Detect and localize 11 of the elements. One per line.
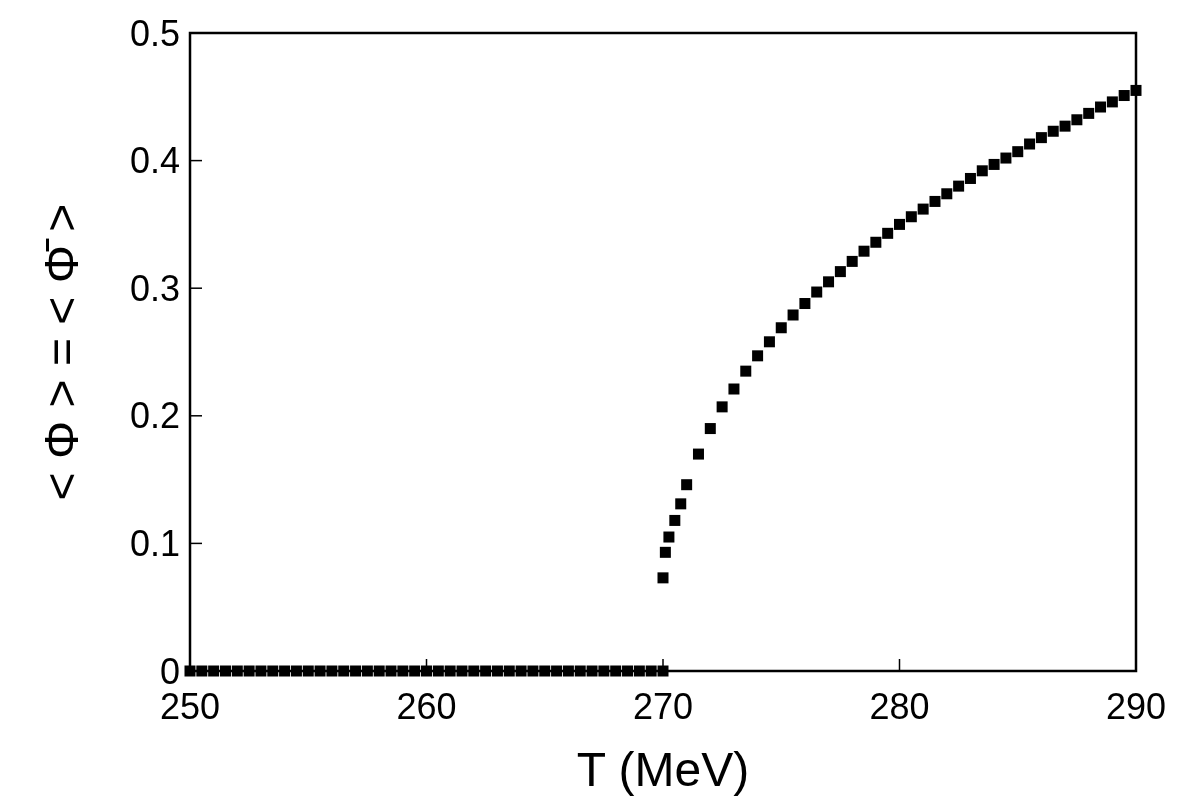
y-tick-label: 0.5 (129, 12, 180, 54)
x-tick-label: 260 (396, 686, 457, 727)
y-tick-label: 0.3 (129, 267, 180, 309)
y-tick-label: 0.4 (129, 140, 180, 182)
x-tick-label: 290 (1105, 686, 1167, 727)
y-axis-title: < Φ > = < Φ̄ > (35, 203, 88, 501)
y-tick-label: 0.2 (129, 395, 180, 437)
x-axis-title: T (MeV) (576, 743, 750, 796)
y-tick-label: 0.1 (129, 523, 180, 564)
x-tick-label: 280 (869, 686, 930, 727)
x-tick-label: 270 (632, 686, 694, 727)
